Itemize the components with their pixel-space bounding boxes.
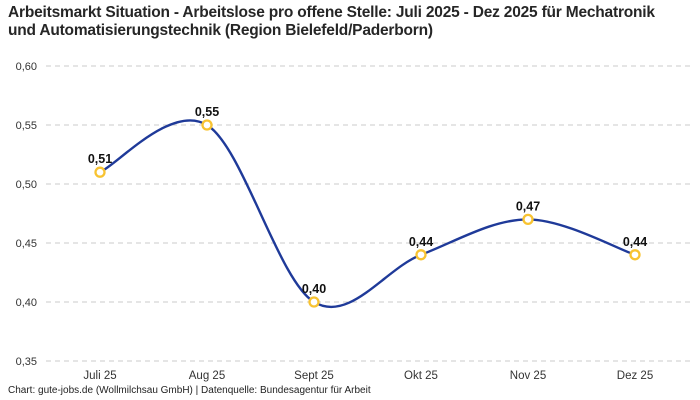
x-axis-tick-label: Nov 25 [510, 370, 546, 382]
x-axis-tick-label: Aug 25 [189, 370, 225, 382]
chart-footer: Chart: gute-jobs.de (Wollmilchsau GmbH) … [8, 385, 371, 396]
data-point-label: 0,40 [302, 282, 326, 296]
data-point-label: 0,44 [409, 235, 433, 249]
x-axis-tick-label: Dez 25 [617, 370, 653, 382]
data-point-label: 0,47 [516, 199, 540, 213]
data-point-label: 0,51 [88, 152, 112, 166]
data-point-marker[interactable] [201, 119, 213, 131]
x-axis-tick-label: Juli 25 [83, 370, 116, 382]
data-point-label: 0,55 [195, 105, 219, 119]
x-axis-tick-label: Sept 25 [294, 370, 334, 382]
data-point-label: 0,44 [623, 235, 647, 249]
y-axis-tick-label: 0,50 [16, 179, 37, 191]
x-axis-tick-label: Okt 25 [404, 370, 438, 382]
y-axis-tick-label: 0,45 [16, 238, 37, 250]
data-point-marker[interactable] [308, 296, 320, 308]
y-axis-tick-label: 0,55 [16, 120, 37, 132]
data-point-marker[interactable] [415, 249, 427, 261]
y-axis-tick-label: 0,60 [16, 61, 37, 73]
line-series [98, 119, 637, 309]
y-axis-tick-label: 0,35 [16, 356, 37, 368]
data-point-marker[interactable] [94, 166, 106, 178]
data-point-marker[interactable] [522, 213, 534, 226]
y-axis-tick-label: 0,40 [16, 297, 37, 309]
data-point-marker[interactable] [629, 249, 641, 261]
chart-title: Arbeitsmarkt Situation - Arbeitslose pro… [8, 4, 655, 39]
